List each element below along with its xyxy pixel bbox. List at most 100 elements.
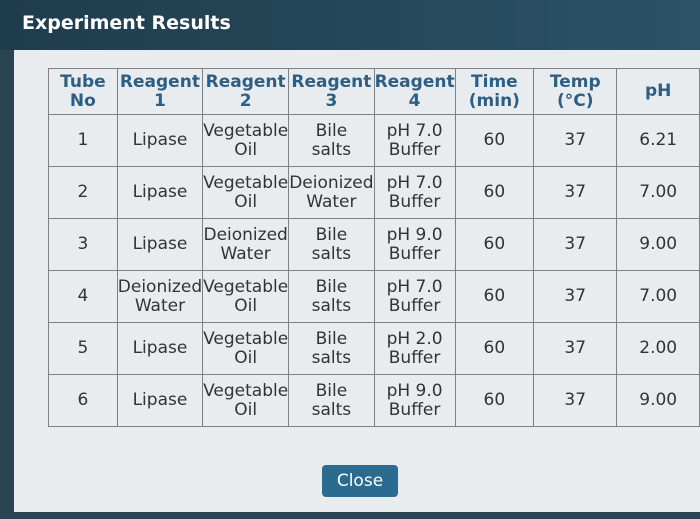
cell-line: salts xyxy=(311,139,352,160)
cell-line: Water xyxy=(134,295,186,316)
cell-line: Vegetable xyxy=(203,380,289,401)
cell-line: 6 xyxy=(77,390,89,410)
cell-line: 1 xyxy=(77,130,89,150)
cell-line: Oil xyxy=(234,139,258,160)
cell-line: Reagent xyxy=(205,71,286,92)
table-cell: Vegetable Oil xyxy=(202,270,290,323)
cell-line: salts xyxy=(311,295,352,316)
column-header: Reagent 2 xyxy=(202,68,290,115)
cell-line: Bile xyxy=(315,276,348,297)
cell-line: Lipase xyxy=(132,390,188,410)
cell-line: Reagent xyxy=(119,71,200,92)
cell-line: 60 xyxy=(483,286,506,306)
cell-line: 6.21 xyxy=(639,130,678,150)
cell-line: 37 xyxy=(564,234,587,254)
cell-line: Buffer xyxy=(388,243,441,264)
cell-line: pH 2.0 xyxy=(386,328,443,349)
cell-line: Time xyxy=(471,71,518,92)
cell-line: Buffer xyxy=(388,399,441,420)
cell-line: Bile xyxy=(315,120,348,141)
cell-line: Buffer xyxy=(388,295,441,316)
cell-line: Bile xyxy=(315,224,348,245)
cell-line: 2 xyxy=(77,182,89,202)
cell-line: 2.00 xyxy=(639,338,678,358)
table-cell: Lipase xyxy=(116,374,204,427)
column-header: Reagent 4 xyxy=(373,68,456,115)
cell-line: Lipase xyxy=(132,234,188,254)
cell-line: 37 xyxy=(564,130,587,150)
table-cell: 6.21 xyxy=(616,114,700,167)
table-cell: pH 9.0 Buffer xyxy=(373,374,456,427)
cell-line: Oil xyxy=(234,347,258,368)
table-row: 3 Lipase Deionized Water Bile salts pH 9.0 Buff… xyxy=(48,218,700,271)
table-cell: 37 xyxy=(533,166,618,219)
table-cell: 6 xyxy=(48,374,118,427)
table-cell: pH 7.0 Buffer xyxy=(373,114,456,167)
cell-line: 4 xyxy=(77,286,89,306)
column-header: Tube No xyxy=(48,68,118,115)
table-cell: Lipase xyxy=(116,322,204,375)
cell-line: Vegetable xyxy=(203,276,289,297)
column-header: Reagent 3 xyxy=(288,68,375,115)
table-cell: Vegetable Oil xyxy=(202,166,290,219)
table-cell: Bile salts xyxy=(288,270,375,323)
table-cell: 37 xyxy=(533,374,618,427)
cell-line: pH 9.0 xyxy=(386,380,443,401)
table-cell: 9.00 xyxy=(616,374,700,427)
table-cell: Bile salts xyxy=(288,114,375,167)
table-cell: 60 xyxy=(454,322,535,375)
cell-line: Lipase xyxy=(132,182,188,202)
table-cell: 60 xyxy=(454,270,535,323)
cell-line: Bile xyxy=(315,380,348,401)
table-cell: 60 xyxy=(454,166,535,219)
table-cell: pH 9.0 Buffer xyxy=(373,218,456,271)
table-cell: 37 xyxy=(533,270,618,323)
cell-line: Water xyxy=(306,191,357,212)
cell-line: Buffer xyxy=(388,191,441,212)
table-row: 6 Lipase Vegetable Oil Bile salts pH 9.0 Buffer… xyxy=(48,374,700,427)
cell-line: 9.00 xyxy=(639,234,678,254)
cell-line: 60 xyxy=(483,234,506,254)
cell-line: 37 xyxy=(564,286,587,306)
cell-line: Lipase xyxy=(132,130,188,150)
cell-line: 37 xyxy=(564,390,587,410)
cell-line: 4 xyxy=(408,90,421,111)
cell-line: salts xyxy=(311,399,352,420)
table-cell: Bile salts xyxy=(288,218,375,271)
cell-line: Deionized xyxy=(203,224,288,245)
table-cell: 2.00 xyxy=(616,322,700,375)
column-header: pH xyxy=(616,68,700,115)
cell-line: 60 xyxy=(483,390,506,410)
cell-line: salts xyxy=(311,243,352,264)
cell-line: 7.00 xyxy=(639,182,678,202)
table-cell: Deionized Water xyxy=(288,166,375,219)
cell-line: 37 xyxy=(564,182,587,202)
cell-line: 3 xyxy=(77,234,89,254)
table-cell: pH 7.0 Buffer xyxy=(373,270,456,323)
table-row: 1 Lipase Vegetable Oil Bile salts pH 7.0 Buffer… xyxy=(48,114,700,167)
cell-line: pH 7.0 xyxy=(386,120,443,141)
table-cell: 7.00 xyxy=(616,270,700,323)
table-cell: pH 7.0 Buffer xyxy=(373,166,456,219)
table-cell: Deionized Water xyxy=(202,218,290,271)
cell-line: 7.00 xyxy=(639,286,678,306)
results-table: Tube No Reagent 1 Reagent 2 Reagent 3 Reagent 4 Ti… xyxy=(48,68,700,427)
table-cell: 37 xyxy=(533,218,618,271)
cell-line: Oil xyxy=(234,399,258,420)
table-cell: Lipase xyxy=(116,218,204,271)
close-button[interactable]: Close xyxy=(322,465,398,497)
table-row: 5 Lipase Vegetable Oil Bile salts pH 2.0 Buffer… xyxy=(48,322,700,375)
table-cell: pH 2.0 Buffer xyxy=(373,322,456,375)
cell-line: pH 7.0 xyxy=(386,172,443,193)
table-cell: 60 xyxy=(454,218,535,271)
table-cell: Vegetable Oil xyxy=(202,322,290,375)
cell-line: 2 xyxy=(239,90,252,111)
table-cell: Vegetable Oil xyxy=(202,114,290,167)
table-row: 4 Deionized Water Vegetable Oil Bile salts pH 7… xyxy=(48,270,700,323)
cell-line: 9.00 xyxy=(639,390,678,410)
title-bar: Experiment Results xyxy=(0,0,700,50)
table-cell: 60 xyxy=(454,114,535,167)
table-cell: 7.00 xyxy=(616,166,700,219)
cell-line: (min) xyxy=(468,90,520,111)
